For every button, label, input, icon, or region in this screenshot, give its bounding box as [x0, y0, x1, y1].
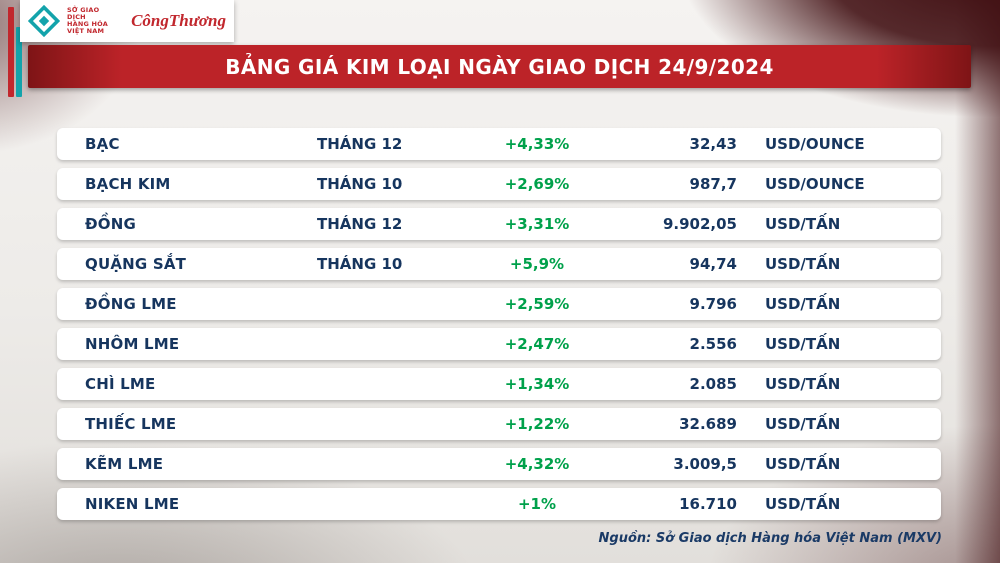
price-unit: USD/TẤN [765, 255, 841, 273]
change-percent: +1,22% [504, 415, 570, 433]
price-unit: USD/TẤN [765, 375, 841, 393]
mxv-logo-line1: SỞ GIAO DỊCH [67, 6, 100, 22]
metal-name: QUẶNG SẮT [85, 255, 187, 273]
metal-name: BẠCH KIM [85, 175, 171, 193]
table-row: BẠCH KIM THÁNG 10 +2,69% 987,7 USD/OUNCE [57, 168, 941, 200]
price-unit: USD/OUNCE [765, 175, 865, 193]
metal-name: ĐỒNG [85, 215, 136, 233]
change-percent: +3,31% [504, 215, 570, 233]
page-title: BẢNG GIÁ KIM LOẠI NGÀY GIAO DỊCH 24/9/20… [225, 54, 774, 79]
change-percent: +4,32% [504, 455, 570, 473]
table-row: THIẾC LME +1,22% 32.689 USD/TẤN [57, 408, 941, 440]
title-banner: BẢNG GIÁ KIM LOẠI NGÀY GIAO DỊCH 24/9/20… [28, 45, 971, 88]
change-percent: +2,69% [504, 175, 570, 193]
price-value: 9.796 [689, 295, 737, 313]
metal-name: NHÔM LME [85, 335, 180, 353]
congthuong-logo: CôngThương [131, 11, 226, 30]
price-unit: USD/TẤN [765, 495, 841, 513]
price-value: 32,43 [689, 135, 737, 153]
mxv-logo-line2: HÀNG HÓA [67, 20, 108, 28]
table-row: KẼM LME +4,32% 3.009,5 USD/TẤN [57, 448, 941, 480]
table-row: NIKEN LME +1% 16.710 USD/TẤN [57, 488, 941, 520]
logo-box: SỞ GIAO DỊCH HÀNG HÓA VIỆT NAM CôngThươn… [20, 0, 234, 42]
price-unit: USD/TẤN [765, 295, 841, 313]
price-value: 2.085 [689, 375, 737, 393]
price-table: BẠC THÁNG 12 +4,33% 32,43 USD/OUNCE BẠCH… [57, 128, 941, 528]
price-unit: USD/TẤN [765, 455, 841, 473]
change-percent: +5,9% [509, 255, 565, 273]
mxv-logo-line3: VIỆT NAM [67, 26, 105, 35]
change-percent: +2,47% [504, 335, 570, 353]
change-percent: +1% [517, 495, 557, 513]
metal-name: NIKEN LME [85, 495, 180, 513]
table-row: QUẶNG SẮT THÁNG 10 +5,9% 94,74 USD/TẤN [57, 248, 941, 280]
change-percent: +1,34% [504, 375, 570, 393]
contract-month: THÁNG 10 [317, 175, 403, 193]
left-accent-bar-teal [16, 27, 22, 97]
contract-month: THÁNG 12 [317, 215, 403, 233]
mxv-logo-text: SỞ GIAO DỊCH HÀNG HÓA VIỆT NAM [67, 7, 116, 34]
table-row: CHÌ LME +1,34% 2.085 USD/TẤN [57, 368, 941, 400]
metal-name: BẠC [85, 135, 120, 153]
price-unit: USD/OUNCE [765, 135, 865, 153]
metal-name: KẼM LME [85, 455, 164, 473]
contract-month: THÁNG 10 [317, 255, 403, 273]
metal-name: CHÌ LME [85, 375, 156, 393]
price-value: 94,74 [689, 255, 737, 273]
mxv-logo-icon [28, 5, 60, 37]
table-row: ĐỒNG THÁNG 12 +3,31% 9.902,05 USD/TẤN [57, 208, 941, 240]
table-row: ĐỒNG LME +2,59% 9.796 USD/TẤN [57, 288, 941, 320]
price-value: 987,7 [689, 175, 737, 193]
price-value: 32.689 [679, 415, 737, 433]
metal-name: ĐỒNG LME [85, 295, 177, 313]
left-accent-bar-red [8, 7, 14, 97]
price-unit: USD/TẤN [765, 215, 841, 233]
table-row: BẠC THÁNG 12 +4,33% 32,43 USD/OUNCE [57, 128, 941, 160]
source-note: Nguồn: Sở Giao dịch Hàng hóa Việt Nam (M… [598, 531, 942, 546]
contract-month: THÁNG 12 [317, 135, 403, 153]
price-value: 9.902,05 [662, 215, 737, 233]
change-percent: +4,33% [504, 135, 570, 153]
price-value: 2.556 [689, 335, 737, 353]
price-unit: USD/TẤN [765, 335, 841, 353]
price-value: 16.710 [679, 495, 737, 513]
price-value: 3.009,5 [673, 455, 737, 473]
table-row: NHÔM LME +2,47% 2.556 USD/TẤN [57, 328, 941, 360]
metal-name: THIẾC LME [85, 415, 177, 433]
price-unit: USD/TẤN [765, 415, 841, 433]
change-percent: +2,59% [504, 295, 570, 313]
